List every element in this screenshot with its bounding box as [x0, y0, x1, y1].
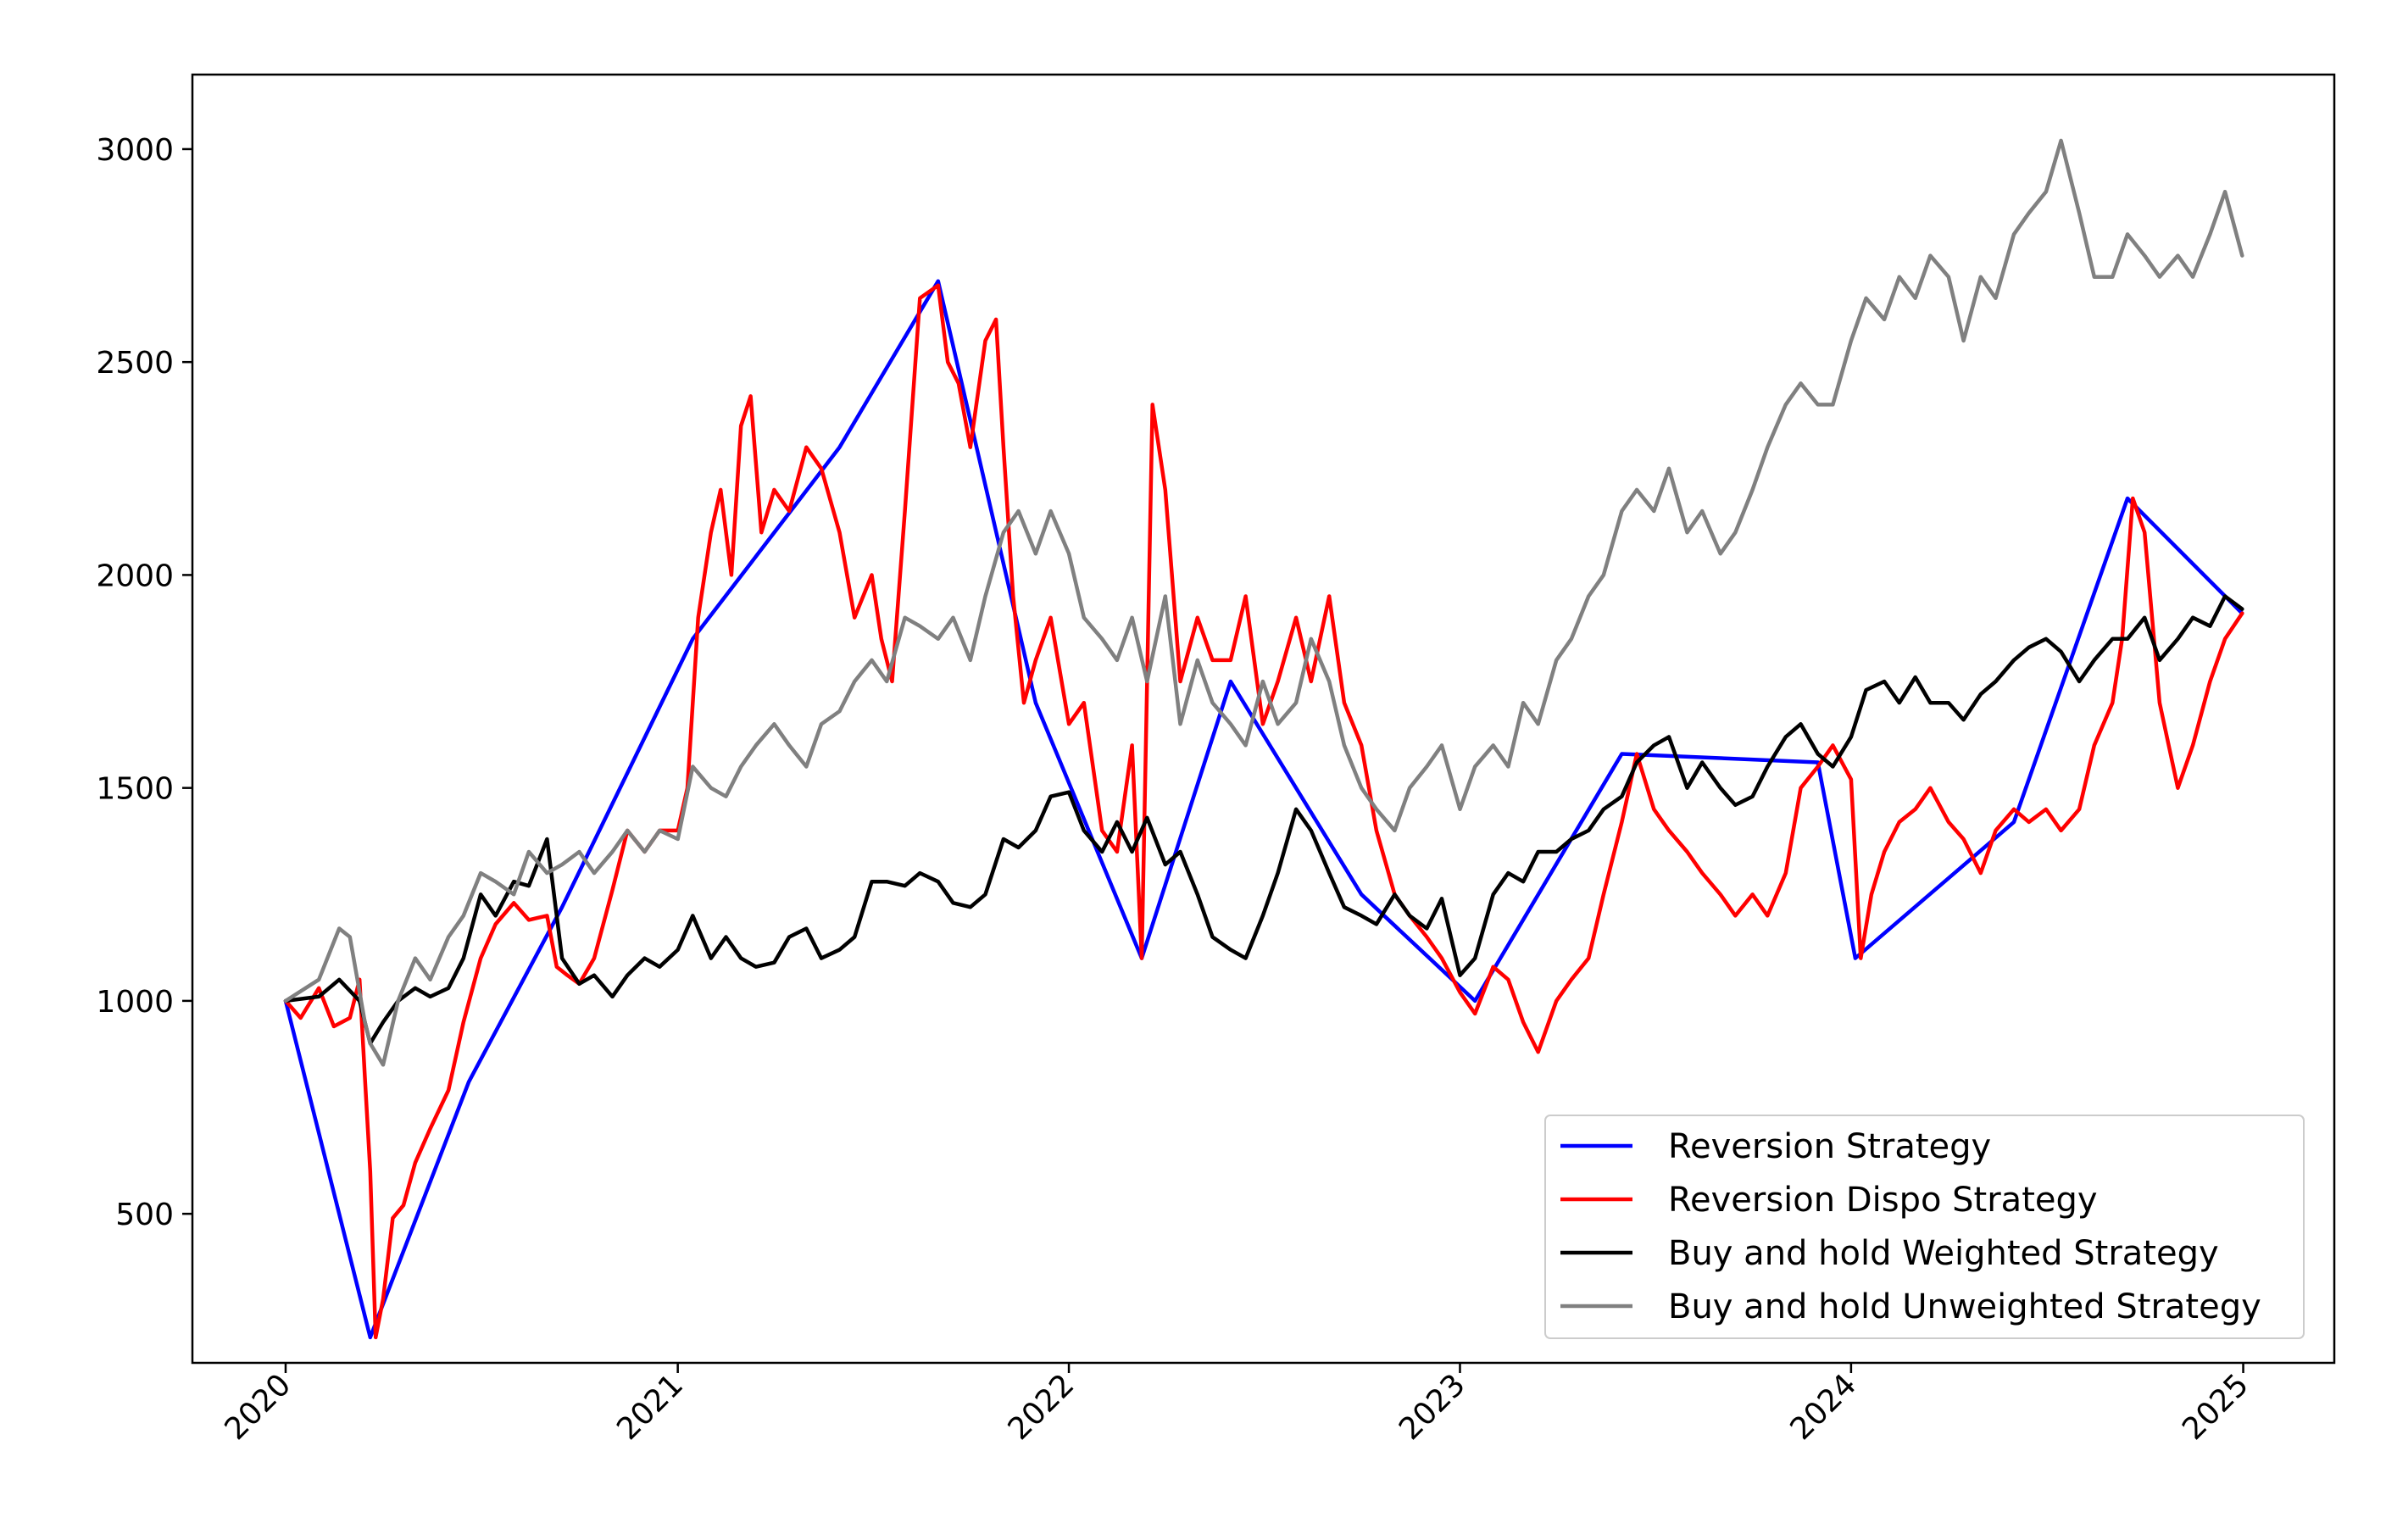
- legend-box: [1544, 1115, 2305, 1339]
- series-layer: [283, 138, 2244, 1340]
- series-line-reversion-strategy: [283, 279, 2244, 1340]
- y-tick-label: 2500: [96, 346, 174, 381]
- y-tick-label: 500: [115, 1198, 174, 1232]
- y-tick-label: 3000: [96, 133, 174, 168]
- series-line-buy-and-hold-weighted-strategy: [283, 594, 2244, 1046]
- legend: Reversion Strategy Reversion Dispo Strate…: [1544, 1115, 2305, 1339]
- x-tick-label: 2021: [610, 1367, 690, 1447]
- legend-label: Buy and hold Weighted Strategy: [1668, 1234, 2219, 1273]
- x-axis: 2020 2021 2022 2023 2024 2025: [219, 1363, 2255, 1447]
- plot-frame: [191, 73, 2336, 1365]
- legend-label: Reversion Dispo Strategy: [1668, 1181, 2098, 1220]
- series-line-buy-and-hold-unweighted-strategy: [283, 138, 2244, 1067]
- legend-label: Reversion Strategy: [1668, 1127, 1991, 1166]
- y-tick-label: 1000: [96, 985, 174, 1020]
- y-tick-label: 2000: [96, 559, 174, 593]
- y-axis: 500 1000 1500 2000 2500 3000: [96, 133, 192, 1232]
- series-line-reversion-dispo-strategy: [283, 283, 2244, 1340]
- x-tick-label: 2025: [2176, 1367, 2255, 1447]
- legend-label: Buy and hold Unweighted Strategy: [1668, 1287, 2261, 1326]
- x-tick-label: 2024: [1783, 1367, 1863, 1447]
- y-tick-label: 1500: [96, 772, 174, 807]
- x-tick-label: 2020: [219, 1367, 298, 1447]
- x-tick-label: 2022: [1002, 1367, 1082, 1447]
- x-tick-label: 2023: [1393, 1367, 1472, 1447]
